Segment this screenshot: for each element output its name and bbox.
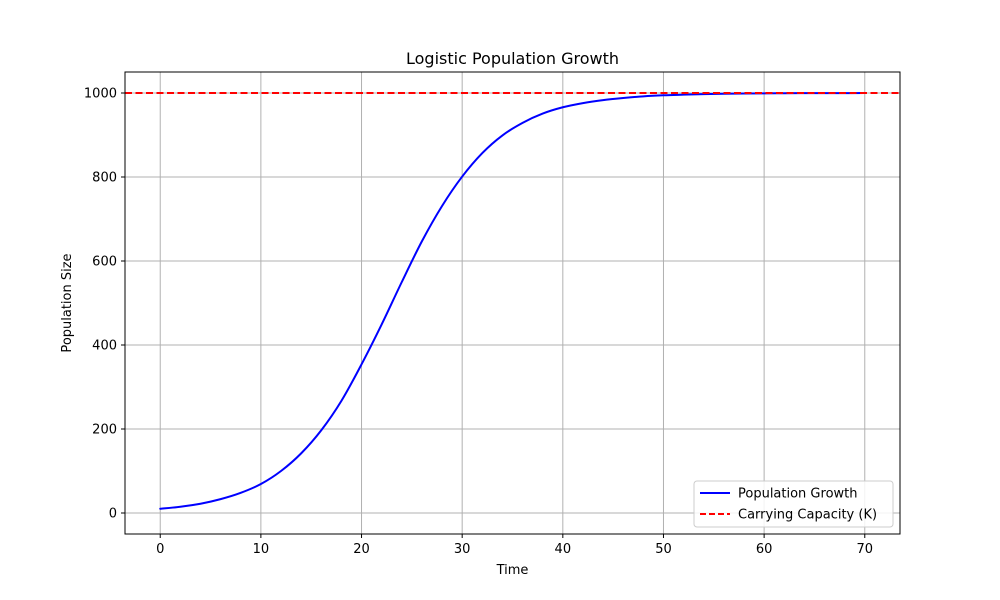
series-layer [125,92,900,510]
legend-box [693,480,894,528]
tick-layer: 0 10 20 30 40 50 60 70 0 200 400 600 800 1000 [84,87,873,558]
x-tick-label: 30 [454,542,471,557]
x-tick-label: 20 [353,542,370,557]
x-axis-label: Time [496,563,529,578]
y-tick-label: 400 [92,339,117,354]
legend-label-carrying-capacity: Carrying Capacity (K) [738,508,877,523]
x-tick-label: 70 [856,542,873,557]
series-line-population-growth [159,92,866,510]
y-tick-label: 800 [92,171,117,186]
y-tick-label: 600 [92,255,117,270]
plot-frame [124,71,901,535]
y-tick-label: 0 [109,507,117,522]
chart-title: Logistic Population Growth [406,49,619,68]
y-tick-label: 200 [92,423,117,438]
y-axis-label: Population Size [60,253,75,352]
x-tick-label: 10 [253,542,270,557]
x-tick-label: 0 [156,542,164,557]
grid [125,72,900,534]
x-tick-label: 60 [756,542,773,557]
legend-label-population-growth: Population Growth [738,487,858,502]
legend: Population Growth Carrying Capacity (K) [693,480,894,528]
x-tick-label: 50 [655,542,672,557]
x-tick-label: 40 [555,542,572,557]
y-tick-label: 1000 [84,87,117,102]
